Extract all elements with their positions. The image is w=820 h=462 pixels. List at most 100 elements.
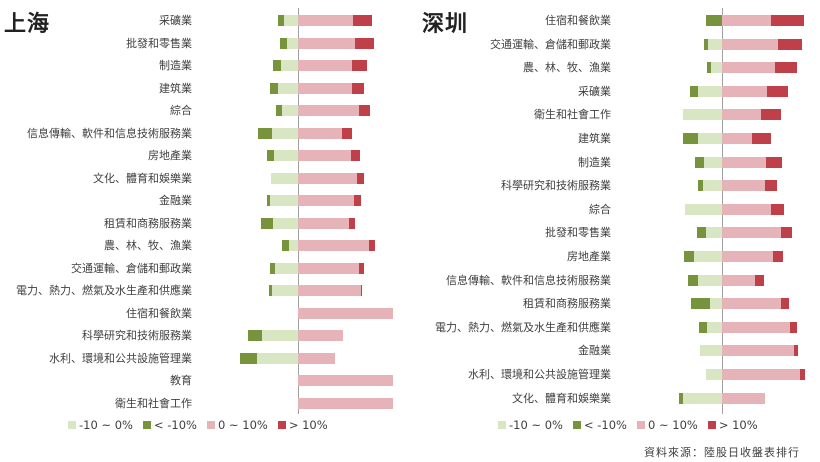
legend-label: < -10% [583,418,627,432]
bar-segment-pos-small [722,156,767,168]
bar-segment-neg-small [700,345,722,357]
bar-segment-neg-large [240,352,258,364]
bar-row: 文化、體育和娛樂業 [410,387,820,409]
bar-segment-pos-large [356,172,365,184]
bar-row: 信息傳輸、軟件和信息技術服務業 [0,122,410,144]
bar-segment-pos-small [722,85,768,97]
bar-segment-neg-large [270,262,276,274]
bar-segment-neg-small [280,60,298,71]
bar-row: 交通運輸、倉儲和郵政業 [410,33,820,55]
bar-segment-neg-large [678,392,683,404]
bar-row: 建筑業 [410,127,820,149]
bar-segment-pos-large [352,60,368,71]
bar-segment-pos-small [298,397,393,409]
bar-row: 住宿和餐飲業 [410,9,820,31]
bar-segment-pos-small [298,217,350,229]
bar-segment-neg-large [266,150,275,161]
bar-segment-neg-large [687,274,699,286]
bar-segment-neg-small [682,392,722,404]
legend-swatch-icon [207,421,215,429]
category-label: 交通運輸、倉儲和郵政業 [490,37,611,51]
bar-segment-neg-small [708,38,722,50]
bar-segment-pos-small [298,105,359,116]
bar-segment-pos-large [352,82,365,94]
bar-row: 文化、體育和娛樂業 [0,167,410,189]
bar-segment-neg-large [266,195,271,206]
bar-segment-neg-small [257,352,298,364]
category-label: 租賃和商務服務業 [523,297,611,311]
bar-segment-pos-large [358,262,364,274]
category-label: 住宿和餐飲業 [126,306,192,320]
bar-segment-pos-small [298,285,361,296]
bar-segment-neg-large [694,156,705,168]
legend-swatch-icon [707,421,716,429]
bar-segment-neg-large [278,15,284,26]
bar-segment-neg-small [684,203,722,215]
data-source-note: 資料來源：陸股日收盤表排行 [644,446,800,459]
bar-segment-pos-small [298,240,370,251]
bar-segment-pos-large [360,285,362,296]
bar-segment-pos-large [351,150,360,161]
bar-segment-neg-small [286,37,298,49]
bar-segment-pos-small [298,82,353,94]
bar-segment-neg-small [272,127,298,139]
shanghai-zero-axis [298,8,299,414]
bar-segment-neg-large [704,38,709,50]
bar-segment-pos-small [722,298,781,310]
bar-segment-pos-large [771,15,805,26]
category-label: 房地產業 [148,149,192,162]
bar-segment-pos-large [789,321,798,333]
bar-row: 交通運輸、倉儲和郵政業 [0,257,410,279]
category-label: 制造業 [578,155,611,169]
category-label: 教育 [170,374,192,387]
bar-segment-pos-small [298,172,357,184]
legend-label: < -10% [153,418,197,432]
category-label: 水利、環境和公共設施管理業 [49,351,192,365]
category-label: 電力、熱力、燃氣及水生產和供應業 [435,320,611,334]
bar-segment-neg-small [704,156,722,168]
category-label: 金融業 [159,194,192,207]
bar-segment-pos-large [349,217,355,229]
bar-segment-neg-large [260,217,274,229]
bar-segment-neg-small [693,251,722,262]
legend-swatch-icon [68,421,76,429]
bar-segment-neg-small [703,180,722,192]
bar-segment-neg-large [682,133,699,144]
bar-segment-neg-large [690,298,711,310]
category-label: 科學研究和技術服務業 [501,179,611,193]
bar-row: 水利、環境和公共設施管理業 [410,363,820,385]
bar-segment-pos-small [722,203,771,215]
bar-row: 租賃和商務服務業 [410,292,820,314]
bar-row: 綜合 [0,99,410,121]
bar-segment-neg-small [289,240,298,251]
bar-segment-pos-small [298,262,359,274]
legend-label: 0 ~ 10% [218,418,268,432]
bar-segment-pos-small [298,127,342,139]
category-label: 房地產業 [567,250,611,263]
bar-segment-neg-small [274,150,298,161]
legend-swatch-icon [498,421,506,429]
bar-row: 采礦業 [410,80,820,102]
bar-row: 衛生和社會工作 [0,392,410,414]
bar-segment-neg-small [711,62,722,74]
bar-row: 科學研究和技術服務業 [410,174,820,196]
bar-segment-pos-large [765,180,777,192]
category-label: 采礦業 [159,14,192,27]
bar-segment-pos-small [298,330,343,341]
bar-segment-pos-large [767,85,788,97]
bar-row: 水利、環境和公共設施管理業 [0,347,410,369]
bar-segment-neg-small [698,133,722,144]
bar-segment-pos-large [800,369,806,380]
shenzhen-chart-title: 深圳 [422,12,469,37]
bar-row: 電力、熱力、燃氣及水生產和供應業 [410,316,820,338]
bar-row: 農、林、牧、漁業 [410,56,820,78]
bar-segment-neg-small [275,262,298,274]
bar-segment-neg-small [261,330,298,341]
bar-segment-neg-large [247,330,262,341]
category-label: 批發和零售業 [126,36,192,50]
bar-segment-neg-large [281,240,290,251]
bar-segment-pos-large [774,62,798,74]
category-label: 水利、環境和公共設施管理業 [468,368,611,381]
bar-segment-neg-large [696,227,707,239]
bar-segment-pos-small [298,15,354,26]
